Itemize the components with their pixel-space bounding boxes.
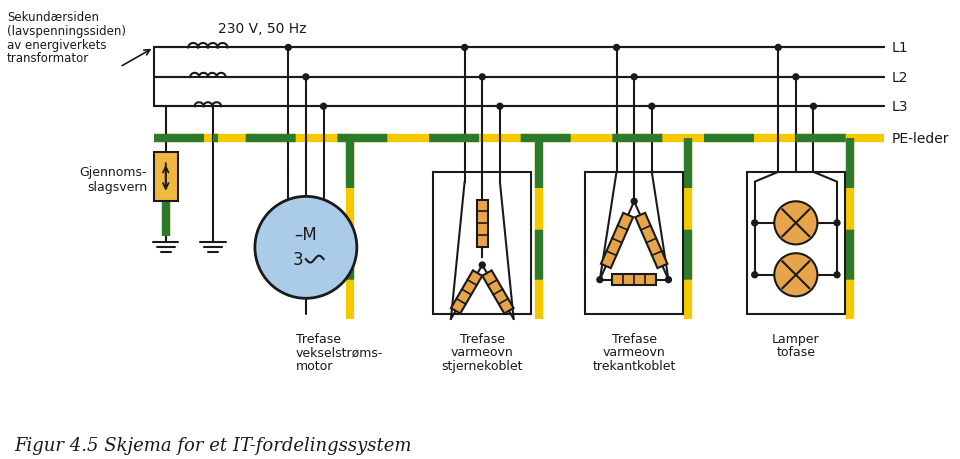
Text: Trefase: Trefase xyxy=(612,332,657,345)
Circle shape xyxy=(776,45,781,51)
Polygon shape xyxy=(636,213,667,269)
Circle shape xyxy=(793,75,799,81)
Circle shape xyxy=(775,254,817,297)
Circle shape xyxy=(752,220,757,226)
Text: av energiverkets: av energiverkets xyxy=(7,39,107,51)
Text: Trefase: Trefase xyxy=(460,332,505,345)
Circle shape xyxy=(649,104,655,110)
Circle shape xyxy=(775,202,817,245)
Circle shape xyxy=(479,75,485,81)
Text: transformator: transformator xyxy=(7,52,89,65)
Text: varmeovn: varmeovn xyxy=(603,346,665,358)
Polygon shape xyxy=(601,213,633,269)
Circle shape xyxy=(632,75,637,81)
Circle shape xyxy=(462,45,468,51)
Text: tofase: tofase xyxy=(777,346,815,358)
Polygon shape xyxy=(482,271,514,314)
Bar xyxy=(154,153,178,202)
Text: Gjennoms-: Gjennoms- xyxy=(80,166,147,179)
Circle shape xyxy=(497,104,503,110)
Text: Trefase: Trefase xyxy=(296,332,341,345)
Text: vekselstrøms-: vekselstrøms- xyxy=(296,346,383,358)
Bar xyxy=(433,173,531,314)
Bar xyxy=(747,173,845,314)
Text: Sekundærsiden: Sekundærsiden xyxy=(7,11,99,24)
Circle shape xyxy=(597,277,603,283)
Text: trekantkoblet: trekantkoblet xyxy=(592,359,676,372)
Polygon shape xyxy=(451,271,482,314)
Circle shape xyxy=(285,45,291,51)
Circle shape xyxy=(632,199,637,205)
Text: L3: L3 xyxy=(892,100,908,114)
Circle shape xyxy=(810,104,816,110)
Circle shape xyxy=(834,272,840,278)
Circle shape xyxy=(613,45,619,51)
Circle shape xyxy=(752,272,757,278)
Circle shape xyxy=(321,104,326,110)
Text: 230 V, 50 Hz: 230 V, 50 Hz xyxy=(218,22,306,36)
Circle shape xyxy=(834,220,840,226)
Polygon shape xyxy=(612,274,657,285)
Ellipse shape xyxy=(255,197,357,299)
Text: Lamper: Lamper xyxy=(772,332,820,345)
Circle shape xyxy=(665,277,671,283)
Text: Figur 4.5 Skjema for et IT-fordelingssystem: Figur 4.5 Skjema for et IT-fordelingssys… xyxy=(13,437,411,454)
Text: PE-leder: PE-leder xyxy=(892,131,949,145)
Circle shape xyxy=(479,263,485,269)
Polygon shape xyxy=(477,200,488,247)
Text: (lavspenningssiden): (lavspenningssiden) xyxy=(7,25,126,38)
Bar xyxy=(586,173,684,314)
Text: motor: motor xyxy=(296,359,333,372)
Text: L2: L2 xyxy=(892,71,908,84)
Text: slagsvern: slagsvern xyxy=(87,181,147,194)
Text: L1: L1 xyxy=(892,41,908,55)
Text: –M: –M xyxy=(295,225,317,243)
Text: 3: 3 xyxy=(293,251,303,269)
Text: varmeovn: varmeovn xyxy=(451,346,514,358)
Circle shape xyxy=(303,75,309,81)
Text: stjernekoblet: stjernekoblet xyxy=(442,359,523,372)
